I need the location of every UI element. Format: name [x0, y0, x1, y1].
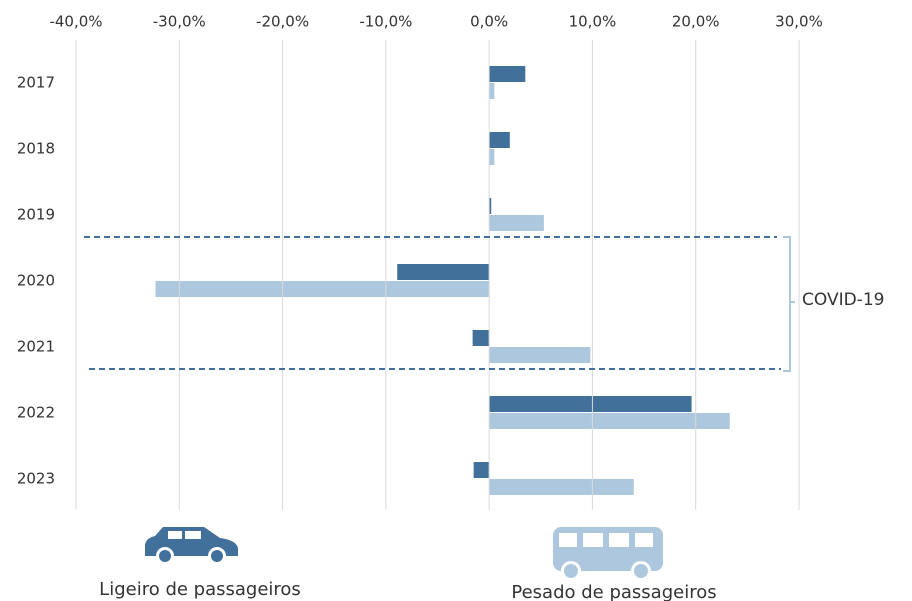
- bar: [397, 264, 490, 280]
- bar: [489, 198, 492, 214]
- y-tick-label: 2021: [17, 338, 55, 356]
- bar: [472, 330, 490, 346]
- x-tick-label: 20,0%: [672, 13, 720, 31]
- x-tick-label: 30,0%: [775, 13, 823, 31]
- legend-label: Ligeiro de passageiros: [99, 579, 301, 600]
- annotation: COVID-19: [802, 290, 884, 310]
- bar: [489, 132, 510, 148]
- bar: [489, 479, 634, 495]
- bar: [489, 347, 591, 363]
- bus-icon: [553, 527, 663, 581]
- x-tick-label: 0,0%: [470, 13, 508, 31]
- covid-bracket: [783, 236, 795, 372]
- bar: [489, 149, 495, 165]
- y-tick-label: 2018: [17, 140, 55, 158]
- y-tick-label: 2020: [17, 272, 55, 290]
- y-tick-label: 2019: [17, 206, 55, 224]
- x-tick-label: -30,0%: [153, 13, 206, 31]
- bar: [489, 66, 526, 82]
- y-tick-label: 2023: [17, 470, 55, 488]
- bar: [473, 462, 490, 478]
- x-tick-label: -10,0%: [359, 13, 412, 31]
- car-icon: [145, 527, 238, 565]
- bar: [489, 396, 692, 412]
- x-tick-label: -40,0%: [49, 13, 102, 31]
- legend-label: Pesado de passageiros: [511, 582, 716, 601]
- bar: [489, 215, 544, 231]
- bar: [155, 281, 490, 297]
- bar: [489, 83, 495, 99]
- x-tick-label: -20,0%: [256, 13, 309, 31]
- y-tick-label: 2017: [17, 74, 55, 92]
- bar: [489, 413, 730, 429]
- x-tick-label: 10,0%: [569, 13, 617, 31]
- y-tick-label: 2022: [17, 404, 55, 422]
